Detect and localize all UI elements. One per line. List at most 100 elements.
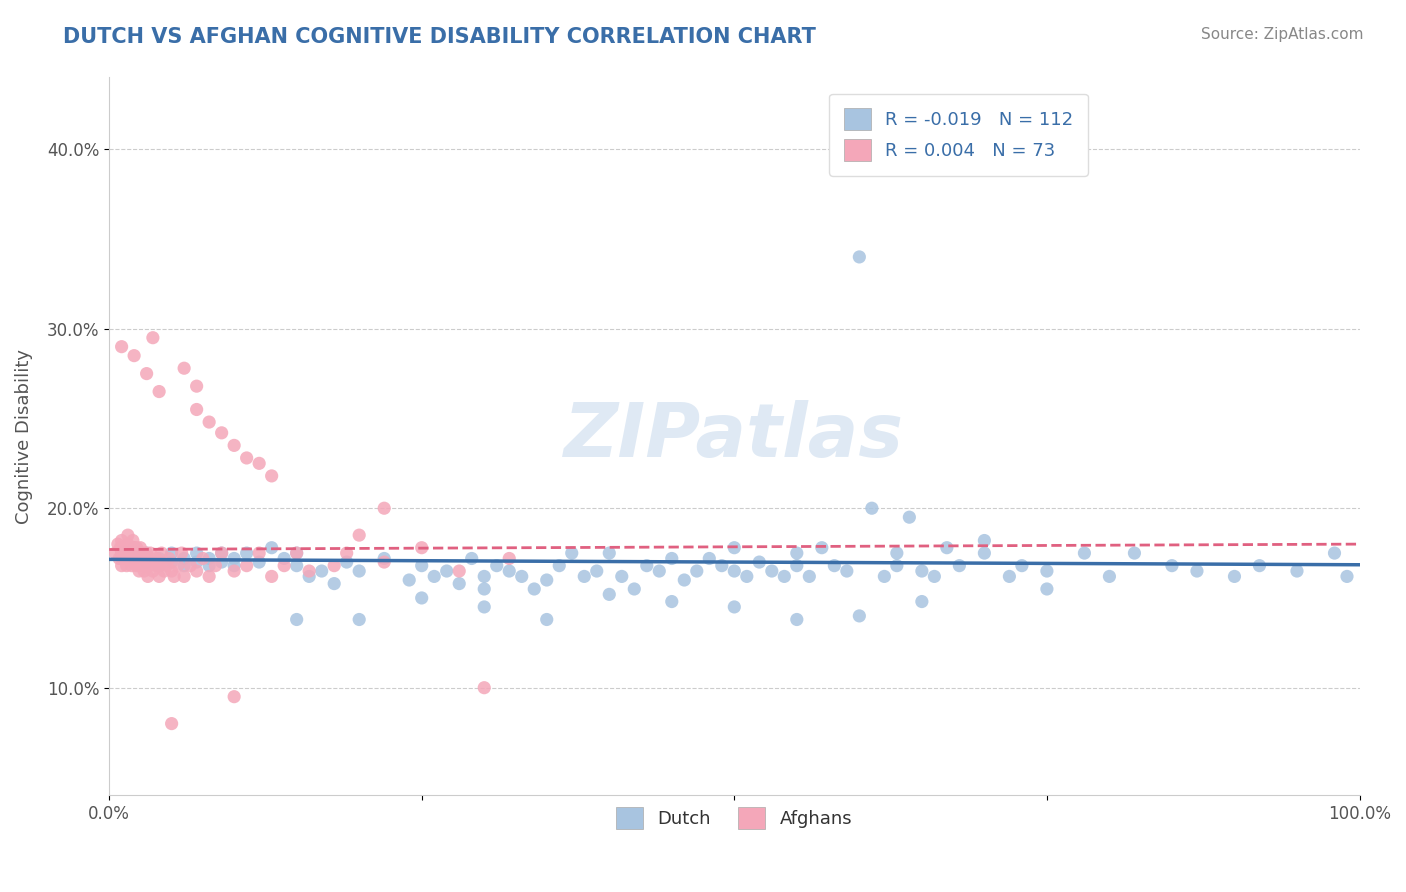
Point [131,558,153,573]
Point [125,541,148,555]
Point [623,582,645,596]
Point [298,564,321,578]
Point [786,558,808,573]
Point [285,613,308,627]
Point [186,564,208,578]
Point [835,564,858,578]
Point [114,541,136,555]
Point [347,528,370,542]
Point [510,569,533,583]
Point [948,558,970,573]
Point [122,533,145,548]
Point [153,564,176,578]
Point [610,569,633,583]
Point [786,546,808,560]
Point [336,555,359,569]
Point [211,425,233,440]
Point [1161,558,1184,573]
Point [160,564,183,578]
Point [498,564,520,578]
Point [157,551,180,566]
Point [873,569,896,583]
Point [122,555,145,569]
Point [935,541,957,555]
Point [122,551,145,566]
Point [156,558,179,573]
Point [1073,546,1095,560]
Point [548,558,571,573]
Point [911,594,934,608]
Point [173,551,195,566]
Point [170,546,193,560]
Point [224,558,246,573]
Point [436,564,458,578]
Point [247,456,270,470]
Point [811,541,834,555]
Point [173,558,195,573]
Point [686,564,709,578]
Point [1285,564,1308,578]
Point [398,573,420,587]
Point [285,558,308,573]
Point [134,555,156,569]
Point [139,546,162,560]
Point [136,569,159,583]
Point [661,594,683,608]
Point [138,558,160,573]
Point [148,569,170,583]
Point [142,331,165,345]
Point [598,546,620,560]
Point [224,551,246,566]
Point [472,582,495,596]
Point [411,591,433,605]
Point [125,558,148,573]
Point [198,558,221,573]
Point [260,569,283,583]
Point [118,551,141,566]
Point [710,558,733,573]
Point [211,555,233,569]
Point [260,541,283,555]
Point [799,569,821,583]
Point [848,250,870,264]
Point [1323,546,1346,560]
Point [135,555,157,569]
Point [561,546,583,560]
Point [411,558,433,573]
Point [973,546,995,560]
Point [723,564,745,578]
Point [135,546,157,560]
Point [860,501,883,516]
Point [911,564,934,578]
Point [786,613,808,627]
Point [449,576,471,591]
Point [1036,582,1059,596]
Point [148,551,170,566]
Point [145,551,167,566]
Point [132,546,155,560]
Point [104,546,127,560]
Point [120,541,142,555]
Point [285,546,308,560]
Point [121,546,143,560]
Point [735,569,758,583]
Point [127,546,149,560]
Point [235,546,257,560]
Point [673,573,696,587]
Point [110,546,132,560]
Point [1036,564,1059,578]
Point [186,379,208,393]
Point [134,564,156,578]
Point [472,599,495,614]
Point [485,558,508,573]
Point [1123,546,1146,560]
Point [110,546,132,560]
Text: DUTCH VS AFGHAN COGNITIVE DISABILITY CORRELATION CHART: DUTCH VS AFGHAN COGNITIVE DISABILITY COR… [63,27,815,46]
Point [198,415,221,429]
Point [110,533,132,548]
Point [574,569,596,583]
Point [211,546,233,560]
Point [373,555,395,569]
Point [247,546,270,560]
Point [1011,558,1033,573]
